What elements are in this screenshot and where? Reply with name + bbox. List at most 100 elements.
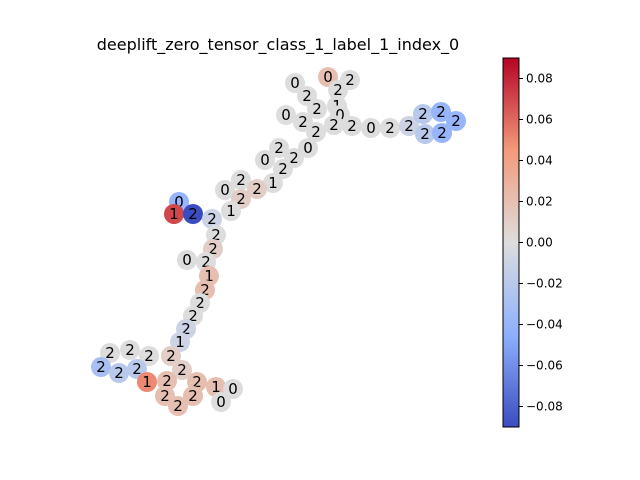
graph-node — [255, 150, 275, 170]
graph-node-label: 2 — [278, 160, 288, 178]
graph-node-label: 2 — [177, 361, 187, 379]
graph-node-label: 2 — [125, 341, 135, 359]
graph-node-label: 1 — [226, 202, 236, 220]
colorbar-tick-label: 0.00 — [526, 236, 553, 250]
graph-node — [183, 204, 203, 224]
graph-node-label: 0 — [281, 106, 291, 124]
colorbar-gradient — [502, 57, 520, 428]
graph-node — [273, 159, 293, 179]
graph-node — [298, 138, 318, 158]
graph-node-label: 1 — [142, 373, 152, 391]
graph-node-label: 1 — [204, 267, 214, 285]
graph-node-label: 0 — [366, 119, 376, 137]
graph-node — [177, 250, 197, 270]
graph-node-label: 1 — [169, 205, 179, 223]
graph-node — [306, 122, 326, 142]
graph-node-label: 2 — [289, 149, 299, 167]
graph-node-label: 2 — [211, 226, 221, 244]
graph-node — [285, 73, 305, 93]
graph-node-label: 2 — [192, 373, 202, 391]
graph-node — [380, 118, 400, 138]
graph-node-label: 2 — [345, 71, 355, 89]
graph-node-label: 2 — [96, 358, 106, 376]
graph-node — [202, 209, 222, 229]
graph-node-label: 2 — [451, 112, 461, 130]
graph-node-label: 0 — [220, 181, 230, 199]
graph-node-label: 2 — [207, 210, 217, 228]
graph-node-label: 2 — [311, 123, 321, 141]
graph-node-label: 2 — [298, 113, 308, 131]
graph-node-label: 2 — [200, 281, 210, 299]
graph-node — [211, 392, 231, 412]
graph-node — [432, 123, 452, 143]
graph-node — [276, 105, 296, 125]
graph-node-label: 0 — [216, 393, 226, 411]
graph-node — [269, 138, 289, 158]
graph-node-label: 2 — [188, 307, 198, 325]
graph-node — [307, 99, 327, 119]
graph-node-label: 2 — [144, 347, 154, 365]
graph-node — [431, 102, 451, 122]
graph-node-label: 2 — [166, 347, 176, 365]
colorbar-tick-label: 0.02 — [526, 195, 553, 209]
graph-node-label: 0 — [335, 106, 345, 124]
graph-node-label: 2 — [312, 100, 322, 118]
graph-node — [109, 363, 129, 383]
graph-node — [137, 372, 157, 392]
graph-node-label: 2 — [201, 253, 211, 271]
graph-node-label: 2 — [329, 116, 339, 134]
graph-node — [91, 357, 111, 377]
graph-node — [413, 104, 433, 124]
graph-node-label: 2 — [160, 387, 170, 405]
graph-node — [247, 179, 267, 199]
graph-node — [328, 80, 348, 100]
graph-node — [157, 371, 177, 391]
colorbar-tick-label: −0.02 — [526, 277, 563, 291]
graph-node — [361, 118, 381, 138]
graph-node-label: 2 — [347, 117, 357, 135]
colorbar-tick-label: −0.06 — [526, 359, 563, 373]
graph-node — [415, 124, 435, 144]
graph-node-label: 2 — [252, 180, 262, 198]
graph-node — [342, 116, 362, 136]
colorbar-tick-label: 0.08 — [526, 72, 553, 86]
graph-node — [168, 396, 188, 416]
graph-node-label: 2 — [188, 205, 198, 223]
colorbar-tick-label: −0.04 — [526, 318, 563, 332]
colorbar-tick-label: 0.04 — [526, 154, 553, 168]
graph-node-label: 0 — [303, 139, 313, 157]
graph-node-label: 2 — [162, 372, 172, 390]
graph-node-label: 2 — [188, 387, 198, 405]
graph-node-label: 2 — [181, 320, 191, 338]
graph-node-label: 0 — [228, 380, 238, 398]
graph-node — [161, 346, 181, 366]
graph-node-label: 2 — [114, 364, 124, 382]
graph-node — [446, 111, 466, 131]
colorbar-tick-label: −0.08 — [526, 400, 563, 414]
chart-title: deeplift_zero_tensor_class_1_label_1_ind… — [97, 35, 459, 55]
graph-node — [120, 340, 140, 360]
graph-node-label: 1 — [268, 174, 278, 192]
colorbar-tick-label: 0.06 — [526, 113, 553, 127]
colorbar-ticks: 0.08 0.06 0.04 0.02 0.00 −0.02 −0.04 −0.06 −0.08 — [519, 72, 563, 414]
graph-node — [231, 170, 251, 190]
graph-node-label: 2 — [274, 139, 284, 157]
graph-node-label: 2 — [404, 117, 414, 135]
graph-node — [215, 180, 235, 200]
graph-node-label: 2 — [236, 171, 246, 189]
graph-node-label: 0 — [174, 193, 184, 211]
graph-node — [164, 204, 184, 224]
graph-node-label: 1 — [175, 333, 185, 351]
graph-node-label: 2 — [436, 103, 446, 121]
graph-node — [263, 173, 283, 193]
graph-node-label: 0 — [182, 251, 192, 269]
graph-node-label: 2 — [208, 240, 218, 258]
graph-plot: 0022212020222022222220220221202012122202… — [91, 67, 466, 416]
graph-node-label: 0 — [290, 74, 300, 92]
graph-node — [172, 360, 192, 380]
graph-node-label: 2 — [173, 397, 183, 415]
graph-node — [399, 116, 419, 136]
graph-node-label: 0 — [260, 151, 270, 169]
graph-node-label: 0 — [323, 68, 333, 86]
